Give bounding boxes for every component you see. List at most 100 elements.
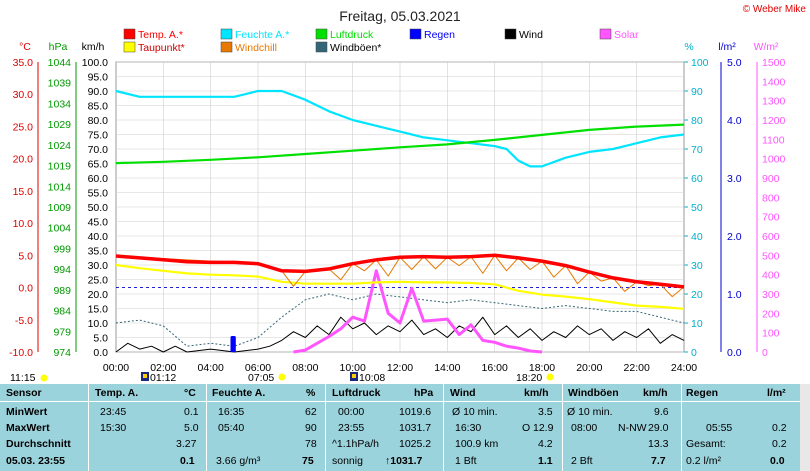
wind-tick-label: 5.0	[93, 333, 108, 345]
rain-rate: 0.2 l/m²	[686, 455, 722, 467]
pressure-tick-label: 1029	[48, 119, 72, 131]
pressure-tick-label: 979	[53, 326, 71, 338]
wind-tick-label: 30.0	[88, 260, 109, 272]
temp-tick-label: 20.0	[13, 154, 34, 166]
humidity-current: 75	[302, 455, 314, 467]
wind-tick-label: 80.0	[88, 115, 109, 127]
solar-tick-label: 400	[762, 270, 780, 282]
legend-label: Windböen*	[330, 42, 381, 54]
rain-tick-label: 4.0	[727, 115, 742, 127]
event-time-label: 01:12	[150, 372, 176, 384]
gust-unit: km/h	[643, 387, 668, 399]
humidity-tick-label: 0	[691, 347, 697, 359]
statistics-table: Sensor MinWert MaxWert Durchschnitt 05.0…	[0, 384, 800, 471]
gust-header: Windböen	[568, 387, 619, 399]
x-tick-label: 12:00	[387, 362, 413, 374]
axis-unit: l/m²	[718, 41, 736, 53]
x-tick-label: 04:00	[198, 362, 224, 374]
solar-tick-label: 1000	[762, 154, 786, 166]
series-feuchte-a	[115, 89, 685, 168]
series-temp-a	[115, 253, 685, 289]
event-time-label: 07:05	[248, 372, 274, 384]
row-sensor: Sensor	[6, 387, 42, 399]
wind-tick-label: 75.0	[88, 130, 109, 142]
humidity-tick-label: 10	[691, 318, 703, 330]
row-avg: Durchschnitt	[6, 438, 71, 450]
pressure-unit: hPa	[414, 387, 434, 399]
humidity-tick-label: 50	[691, 202, 703, 214]
chart-title: Freitag, 05.03.2021	[339, 8, 461, 24]
legend-swatch	[599, 28, 612, 40]
pressure-tick-label: 1024	[48, 140, 72, 152]
rain-header: Regen	[686, 387, 719, 399]
pressure-tick-label: 1034	[48, 98, 72, 110]
temp-tick-label: 0.0	[18, 283, 33, 295]
solar-tick-label: 1500	[762, 57, 786, 69]
axis-unit: °C	[19, 41, 31, 53]
humidity-tick-label: 70	[691, 144, 703, 156]
legend-swatch	[123, 41, 136, 53]
wind-unit: km/h	[524, 387, 549, 399]
series-windb-en	[115, 293, 685, 347]
axis-unit: km/h	[82, 41, 105, 53]
sun-icon	[278, 373, 286, 381]
rain-tick-label: 0.0	[727, 347, 742, 359]
wind-beaufort: 1 Bft	[455, 455, 477, 467]
pressure-current: ↑1031.7	[385, 455, 423, 467]
axis-unit: %	[684, 41, 693, 53]
wind-min: 3.5	[538, 406, 553, 418]
wind-tick-label: 100.0	[82, 57, 108, 69]
rain-tick-label: 2.0	[727, 231, 742, 243]
pressure-header: Luftdruck	[332, 387, 381, 399]
humidity-tick-label: 60	[691, 173, 703, 185]
wind-current: 1.1	[538, 455, 553, 467]
rain-total-label: Gesamt:	[686, 438, 726, 450]
solar-tick-label: 300	[762, 289, 780, 301]
legend-swatch	[315, 41, 328, 53]
row-max: MaxWert	[6, 422, 50, 434]
x-tick-label: 10:00	[340, 362, 366, 374]
pressure-max: 1031.7	[399, 422, 432, 434]
axis-unit: hPa	[49, 41, 68, 53]
wind-tick-label: 35.0	[88, 246, 109, 258]
legend-label: Windchill	[235, 42, 277, 54]
temp-tick-label: 5.0	[18, 250, 33, 262]
solar-tick-label: 1100	[762, 134, 785, 146]
rain-total: 0.2	[772, 438, 787, 450]
pressure-tick-label: 1004	[48, 223, 72, 235]
series-taupunkt	[115, 263, 685, 310]
wind-avg: 4.2	[538, 438, 553, 450]
wind-max-time: 16:30	[455, 422, 482, 434]
right-edge-strip	[800, 384, 810, 471]
pressure-tick-label: 994	[53, 264, 71, 276]
legend-label: Solar	[614, 29, 639, 41]
pressure-avg: 1025.2	[399, 438, 432, 450]
solar-tick-label: 1300	[762, 96, 786, 108]
wind-max: 12.9	[533, 422, 554, 434]
rain-unit: l/m²	[767, 387, 786, 399]
legend-swatch	[315, 28, 328, 40]
temp-max: 5.0	[184, 422, 199, 434]
series-wind	[115, 316, 685, 353]
solar-tick-label: 900	[762, 173, 780, 185]
rain-max-time: 05:55	[706, 422, 733, 434]
solar-tick-label: 600	[762, 231, 780, 243]
wind-tick-label: 50.0	[88, 202, 109, 214]
temp-unit: °C	[184, 387, 196, 399]
marker-left-time: 11:15	[10, 372, 36, 384]
temp-min-time: 23:45	[100, 406, 127, 418]
humidity-min: 62	[305, 406, 317, 418]
row-min: MinWert	[6, 406, 48, 418]
pressure-trend: ^1.1hPa/h	[332, 438, 379, 450]
pressure-forecast: sonnig	[332, 455, 363, 467]
pressure-tick-label: 1009	[48, 202, 72, 214]
legend: Temp. A.* Feuchte A.* Luftdruck Regen Wind So…	[123, 28, 639, 54]
x-tick-label: 24:00	[671, 362, 697, 374]
legend-label: Wind	[519, 29, 543, 41]
solar-tick-label: 0	[762, 347, 768, 359]
x-tick-label: 14:00	[434, 362, 460, 374]
wind-tick-label: 40.0	[88, 231, 109, 243]
x-tick-label: 18:00	[529, 362, 555, 374]
humidity-max-time: 05:40	[218, 422, 245, 434]
axis-unit: W/m²	[753, 41, 779, 53]
